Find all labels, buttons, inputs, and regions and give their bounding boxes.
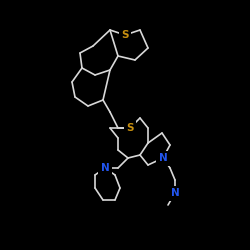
Text: N: N xyxy=(100,163,110,173)
Text: S: S xyxy=(126,123,134,133)
Text: N: N xyxy=(170,188,179,198)
Text: N: N xyxy=(159,153,168,163)
Text: S: S xyxy=(121,30,129,40)
